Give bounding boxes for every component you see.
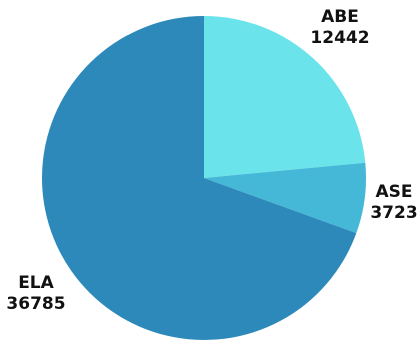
slice-label-abe-name: ABE [321,7,359,27]
pie-slice-ela [41,15,357,340]
pie-slice-ase [204,162,367,234]
slice-label-abe: ABE 12442 [300,7,380,49]
slice-label-ase-name: ASE [375,182,413,202]
pie-slice-abe [204,16,366,178]
slice-label-ela-value: 36785 [6,294,66,314]
slice-label-abe-value: 12442 [310,28,370,48]
slice-label-ase-value: 3723 [370,203,418,223]
slice-label-ela: ELA 36785 [0,273,72,315]
slice-label-ase: ASE 3723 [364,182,419,224]
slice-label-ela-name: ELA [18,273,54,293]
